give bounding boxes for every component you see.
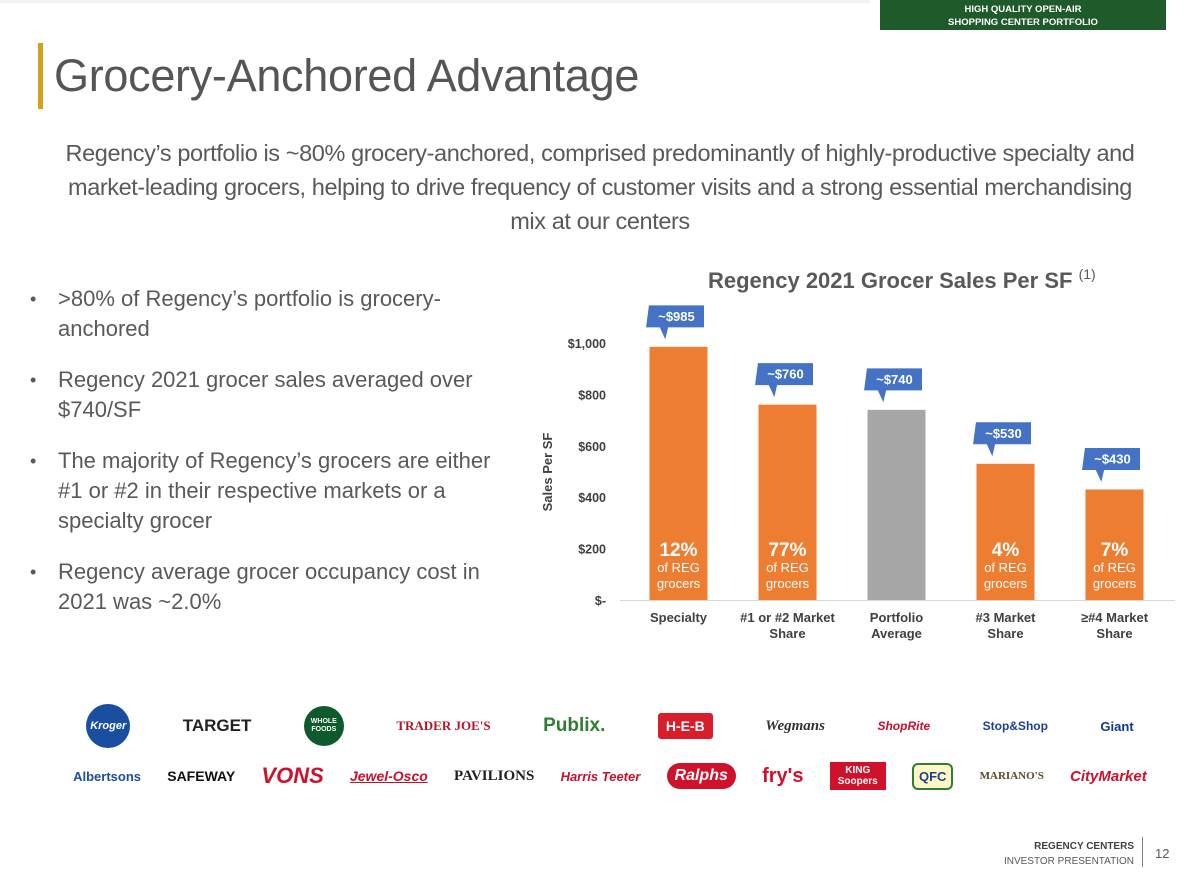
x-category-label: #3 Market [976, 610, 1037, 625]
value-callout [862, 367, 923, 406]
chart-title-text: Regency 2021 Grocer Sales Per SF [708, 268, 1073, 293]
section-tag-line2: SHOPPING CENTER PORTFOLIO [948, 17, 1098, 28]
bullet-text: >80% of Regency’s portfolio is grocery-a… [58, 286, 441, 341]
grocer-logo: Giant [1100, 718, 1134, 734]
y-axis-title: Sales Per SF [540, 433, 555, 512]
x-category-label: ≥#4 Market [1081, 610, 1149, 625]
x-category-label: Specialty [650, 610, 708, 625]
page-number: 12 [1155, 846, 1170, 861]
bullet-dot-icon: • [30, 370, 37, 390]
y-tick-label: $- [595, 594, 606, 608]
top-rule [0, 0, 870, 3]
grocer-logo: Publix. [543, 715, 606, 736]
footer-company: REGENCY CENTERS [1034, 841, 1134, 852]
grocer-logo: Jewel-Osco [349, 768, 428, 784]
share-percent: 7% [1101, 540, 1129, 561]
value-callout [753, 362, 814, 401]
bullet-text: Regency average grocer occupancy cost in… [58, 559, 480, 614]
grocer-logo: MARIANO'S [979, 770, 1044, 782]
value-callout [644, 304, 705, 343]
footer-divider [1142, 837, 1143, 867]
value-label: ~$740 [876, 372, 913, 387]
grocer-logo: KING Soopers [829, 762, 886, 790]
grocer-logo: SAFEWAY [167, 768, 236, 784]
y-tick-label: $600 [578, 440, 606, 454]
page-subtitle: Regency’s portfolio is ~80% grocery-anch… [65, 140, 1135, 234]
x-category-label: Share [1096, 626, 1132, 641]
share-caption: of REG [1093, 560, 1136, 575]
y-tick-label: $800 [578, 388, 606, 402]
grocer-logo: Wegmans [765, 717, 825, 734]
share-percent: 77% [768, 540, 806, 561]
grocer-logo: VONS [261, 763, 324, 788]
share-percent: 4% [992, 540, 1020, 561]
y-tick-label: $200 [578, 543, 606, 557]
bullet-dot-icon: • [30, 451, 37, 471]
y-tick-label: $1,000 [568, 337, 606, 351]
value-label: ~$985 [658, 309, 695, 324]
x-category-label: Portfolio [870, 610, 923, 625]
grocer-logo: H-E-B [657, 713, 713, 739]
x-category-label: Average [871, 626, 922, 641]
bullet-text: The majority of Regency’s grocers are ei… [58, 448, 491, 533]
bar [976, 463, 1035, 600]
y-tick-label: $400 [578, 491, 606, 505]
footer-doc: INVESTOR PRESENTATION [1003, 856, 1134, 867]
grocer-logo: Harris Teeter [560, 768, 641, 784]
grocer-logo: WHOLE FOODS [303, 706, 344, 746]
value-label: ~$530 [985, 426, 1022, 441]
section-tag: HIGH QUALITY OPEN-AIR SHOPPING CENTER PO… [880, 0, 1166, 30]
chart-title-footnote: (1) [1078, 266, 1096, 282]
value-callout [1080, 446, 1141, 486]
grocer-logos-row-1: Kroger TARGET WHOLE FOODS TRADER JOE'S Publi… [60, 704, 1160, 748]
share-caption: grocers [984, 576, 1028, 591]
share-percent: 12% [659, 540, 697, 561]
bar [758, 404, 817, 600]
grocer-logo: Kroger [86, 704, 131, 748]
grocer-logo: QFC [911, 762, 954, 790]
bullet-item: • Regency 2021 grocer sales averaged over… [30, 365, 510, 425]
bullet-dot-icon: • [30, 562, 37, 582]
grocer-logo: Albertsons [73, 768, 142, 784]
share-caption: grocers [1093, 576, 1137, 591]
page-title: Grocery-Anchored Advantage [54, 50, 640, 101]
grocer-logo: CityMarket [1070, 767, 1147, 785]
share-caption: of REG [657, 560, 700, 575]
bar [1085, 489, 1144, 600]
value-callout [971, 421, 1032, 460]
bullet-list: • >80% of Regency’s portfolio is grocery-… [30, 284, 510, 638]
bullet-item: • The majority of Regency’s grocers are e… [30, 446, 510, 536]
grocer-logo: Stop&Shop [982, 719, 1048, 733]
x-category-label: Share [987, 626, 1023, 641]
title-accent-bar [38, 43, 43, 109]
x-category-label: Share [769, 626, 805, 641]
section-tag-line1: HIGH QUALITY OPEN-AIR [964, 4, 1082, 15]
bullet-dot-icon: • [30, 289, 37, 309]
grocer-logo: TARGET [182, 716, 252, 735]
grocer-logo: fry's [762, 764, 804, 787]
share-caption: grocers [657, 576, 701, 591]
share-caption: grocers [766, 576, 810, 591]
grocer-logo: TRADER JOE'S [396, 718, 491, 733]
grocer-logos-row-2: Albertsons SAFEWAY VONS Jewel-Osco PAVILIONS… [60, 754, 1160, 798]
bullet-text: Regency 2021 grocer sales averaged over … [58, 367, 473, 422]
x-category-label: #1 or #2 Market [740, 610, 835, 625]
grocer-logo: PAVILIONS [454, 767, 535, 784]
value-label: ~$760 [767, 367, 804, 382]
share-caption: of REG [984, 560, 1027, 575]
grocer-logo: Ralphs [666, 763, 736, 789]
bullet-item: • >80% of Regency’s portfolio is grocery-… [30, 284, 510, 344]
bullet-item: • Regency average grocer occupancy cost i… [30, 557, 510, 617]
share-caption: of REG [766, 560, 809, 575]
chart-title: Regency 2021 Grocer Sales Per SF (1) [708, 266, 1096, 294]
bar [867, 409, 926, 600]
grocer-logo: ShopRite [877, 719, 931, 733]
bar [649, 346, 708, 600]
value-label: ~$430 [1094, 451, 1131, 466]
bar-chart: Sales Per SF $- $200 $400 $600 $800 $1,000 ~$98… [540, 304, 1175, 641]
